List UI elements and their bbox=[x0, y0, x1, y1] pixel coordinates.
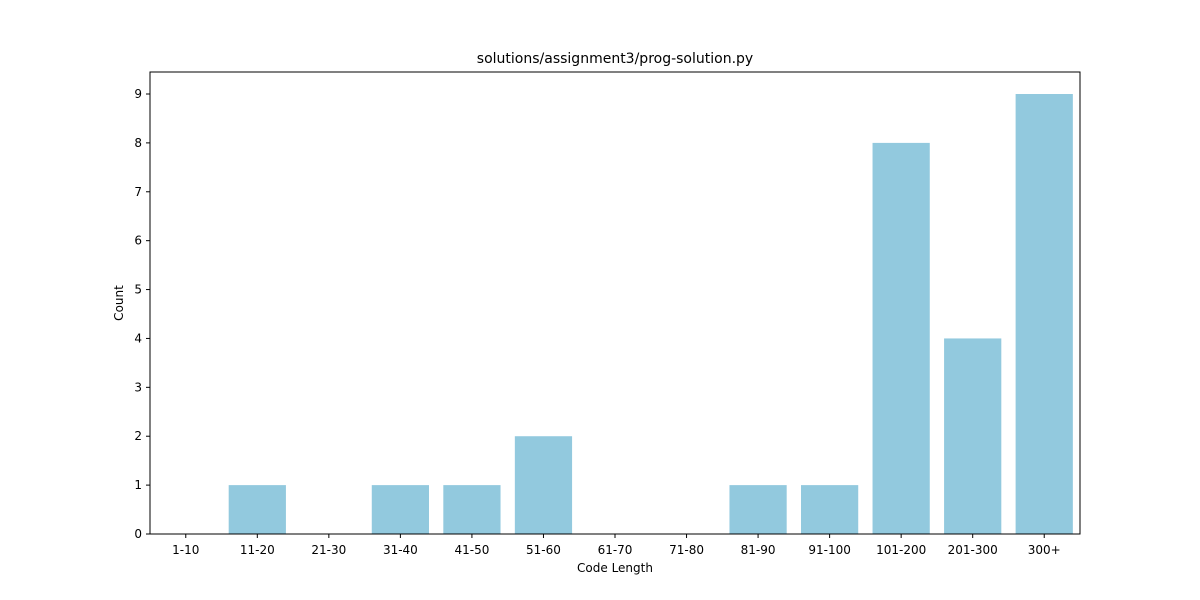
x-tick-label: 61-70 bbox=[598, 543, 633, 557]
y-tick-label: 6 bbox=[134, 234, 142, 248]
y-tick-label: 1 bbox=[134, 478, 142, 492]
chart-title: solutions/assignment3/prog-solution.py bbox=[477, 51, 753, 67]
x-tick-label: 1-10 bbox=[172, 543, 199, 557]
bar-41-50 bbox=[443, 485, 501, 534]
y-tick-label: 4 bbox=[134, 331, 142, 345]
x-tick-label: 300+ bbox=[1028, 543, 1061, 557]
x-tick-label: 71-80 bbox=[669, 543, 704, 557]
x-tick-label: 201-300 bbox=[948, 543, 998, 557]
x-axis-label: Code Length bbox=[577, 561, 653, 575]
x-tick-label: 81-90 bbox=[741, 543, 776, 557]
y-tick-label: 9 bbox=[134, 87, 142, 101]
y-tick-label: 0 bbox=[134, 527, 142, 541]
bar-11-20 bbox=[228, 485, 286, 534]
y-tick-label: 7 bbox=[134, 185, 142, 199]
x-tick-label: 11-20 bbox=[240, 543, 275, 557]
x-tick-label: 31-40 bbox=[383, 543, 418, 557]
bar-51-60 bbox=[514, 436, 573, 534]
bars-layer bbox=[228, 94, 1073, 534]
bar-91-100 bbox=[801, 485, 859, 534]
y-axis-label: Count bbox=[112, 285, 126, 321]
x-axis: 1-10 11-20 21-30 31-40 41-50 51-60 61-70 71-80 8… bbox=[172, 534, 1061, 557]
bar-101-200 bbox=[872, 142, 930, 534]
bar-300+ bbox=[1015, 94, 1073, 534]
y-tick-label: 3 bbox=[134, 380, 142, 394]
y-tick-label: 8 bbox=[134, 136, 142, 150]
x-tick-label: 41-50 bbox=[454, 543, 489, 557]
bar-201-300 bbox=[944, 338, 1002, 534]
x-tick-label: 51-60 bbox=[526, 543, 561, 557]
x-tick-label: 21-30 bbox=[311, 543, 346, 557]
plot-frame bbox=[149, 71, 1081, 535]
bar-81-90 bbox=[729, 485, 787, 534]
y-axis: 0 1 2 3 4 5 6 7 8 9 bbox=[134, 87, 150, 541]
y-tick-label: 2 bbox=[134, 429, 142, 443]
y-tick-label: 5 bbox=[134, 283, 142, 297]
bar-31-40 bbox=[371, 485, 429, 534]
x-tick-label: 101-200 bbox=[876, 543, 926, 557]
x-tick-label: 91-100 bbox=[808, 543, 851, 557]
